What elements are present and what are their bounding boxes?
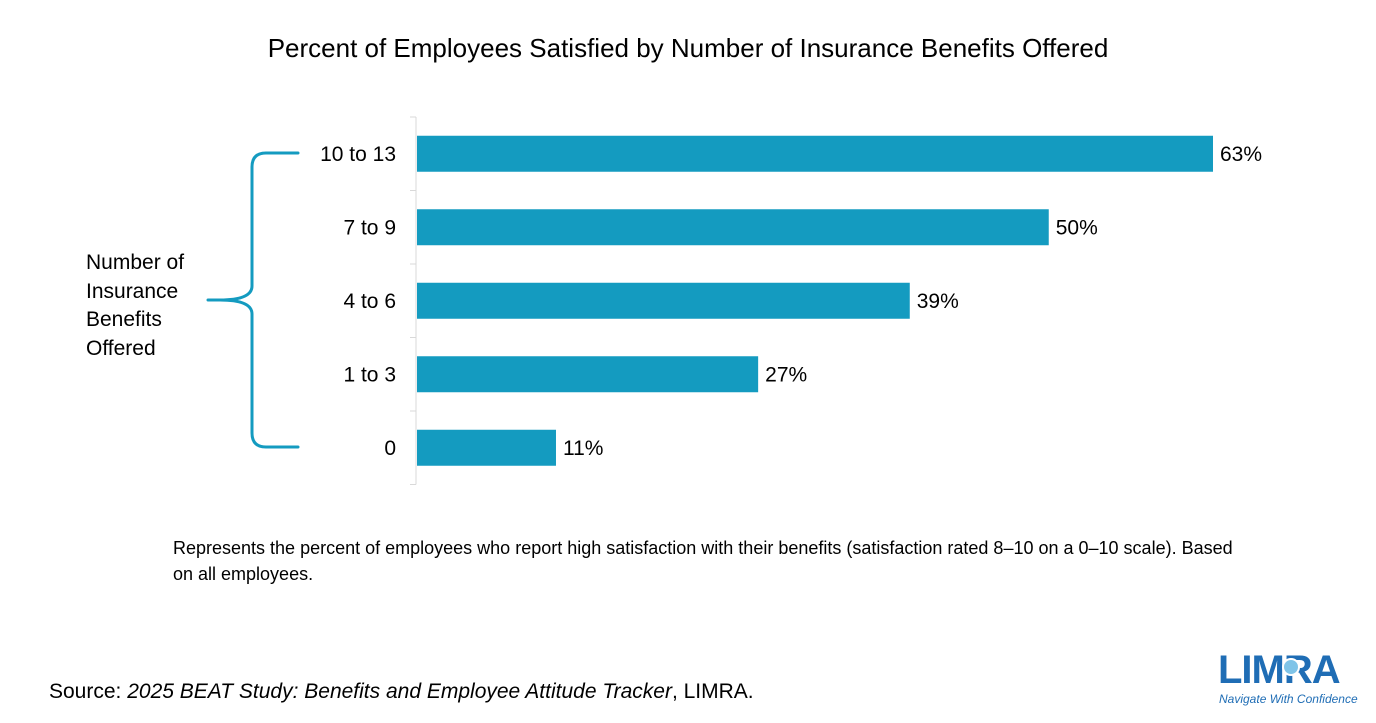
bar-value-label: 39% (917, 290, 959, 313)
category-tick-label: 1 to 3 (343, 363, 396, 386)
source-citation: Source: 2025 BEAT Study: Benefits and Em… (49, 678, 754, 706)
category-tick-label: 4 to 6 (343, 290, 396, 313)
bar-value-label: 63% (1220, 143, 1262, 166)
chart-title: Percent of Employees Satisfied by Number… (267, 33, 1109, 63)
logo-tagline: Navigate With Confidence (1219, 692, 1358, 706)
logo-wordmark: LIMRA (1218, 648, 1341, 692)
bar-value-label: 50% (1056, 216, 1098, 239)
bar (417, 209, 1049, 246)
category-tick-label: 0 (384, 437, 396, 460)
bar (417, 429, 556, 466)
bar-value-label: 27% (765, 363, 807, 386)
category-group-label: Number of Insurance Benefits Offered (86, 251, 185, 360)
category-tick-label: 10 to 13 (320, 143, 396, 166)
source-prefix: Source: (49, 680, 128, 703)
bar (417, 282, 910, 319)
globe-icon (1282, 658, 1300, 676)
bar-value-label: 11% (563, 437, 603, 460)
category-bracket (206, 151, 300, 449)
bar (417, 356, 759, 393)
source-study-title: 2025 BEAT Study: Benefits and Employee A… (127, 680, 672, 703)
chart-footnote: Represents the percent of employees who … (173, 538, 1233, 584)
limra-logo: LIMRA Navigate With Confidence (1212, 648, 1362, 710)
bar (417, 135, 1213, 172)
source-suffix: , LIMRA. (671, 680, 754, 703)
category-tick-label: 7 to 9 (343, 216, 396, 239)
